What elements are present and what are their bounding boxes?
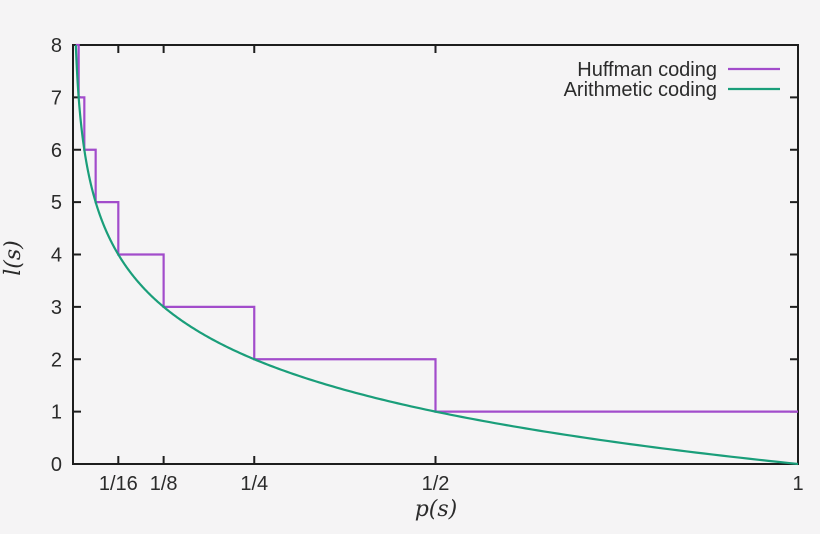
y-tick-label: 0 [51, 454, 62, 476]
x-tick-label: 1/2 [422, 473, 450, 495]
x-axis-label: p(s) [415, 497, 458, 522]
legend-label-huffman: Huffman coding [577, 59, 717, 81]
plot-area: 1/16 1/8 1/4 1/2 1 0 1 2 3 4 5 6 7 8 [51, 35, 804, 495]
y-tick-label: 8 [51, 35, 62, 57]
series-arithmetic-coding [74, 44, 799, 466]
x-tick-label: 1/8 [150, 473, 178, 495]
x-tick-label: 1 [792, 473, 803, 495]
y-tick-label: 4 [51, 245, 62, 267]
x-tick-label: 1/16 [99, 473, 138, 495]
y-tick-label: 3 [51, 297, 62, 319]
legend: Huffman coding Arithmetic coding [564, 59, 780, 101]
legend-label-arithmetic: Arithmetic coding [564, 79, 717, 101]
series-huffman-coding [75, 43, 798, 413]
y-tick-label: 7 [51, 87, 62, 109]
y-axis-label: l(s) [1, 240, 26, 276]
y-tick-label: 6 [51, 140, 62, 162]
y-tick-label: 5 [51, 192, 62, 214]
x-tick-label: 1/4 [240, 473, 268, 495]
y-tick-label: 2 [51, 349, 62, 371]
y-tick-label: 1 [51, 402, 62, 424]
